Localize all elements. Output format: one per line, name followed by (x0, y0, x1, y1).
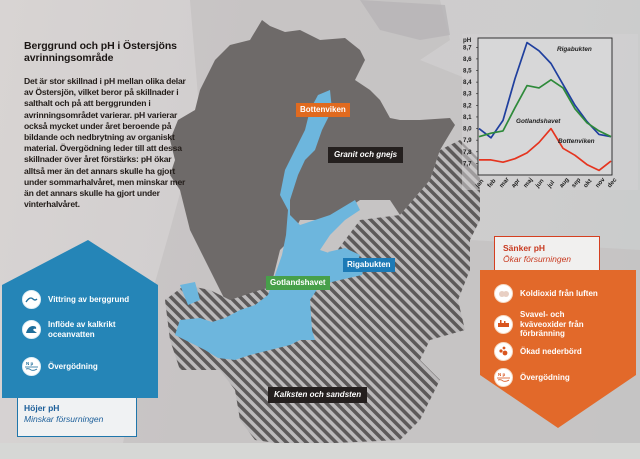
map-label-gotlandshavet: Gotlandshavet (266, 276, 330, 290)
y-tick-label: 7,7 (463, 160, 472, 167)
series-label-gotlandshavet: Gotlandshavet (516, 118, 561, 125)
y-tick-label: 8,4 (463, 79, 472, 86)
svg-text:N p: N p (498, 372, 506, 377)
factory-emissions-icon (494, 314, 513, 334)
lowers-ph-title: Sänker pH (503, 243, 546, 253)
raises-ph-title: Höjer pH (24, 403, 60, 413)
page-title: Berggrund och pH i Östersjöns avrinnings… (24, 40, 177, 64)
ocean-wave-icon (22, 320, 41, 339)
lowers-item-precipitation: Ökad nederbörd (494, 342, 582, 361)
y-tick-label: 8,3 (463, 91, 472, 98)
x-tick-label: apr (510, 177, 522, 189)
raises-item-eutrophication: N p Övergödning (22, 357, 98, 376)
map-label-bottenviken: Bottenviken (296, 103, 350, 117)
page-bottom-margin (0, 443, 640, 459)
series-label-rigabukten: Rigabukten (557, 46, 592, 53)
lowers-item-co2: Koldioxid från luften (494, 284, 598, 303)
y-tick-label: 7,8 (463, 149, 472, 156)
y-axis-label: pH (463, 37, 472, 44)
lowers-ph-panel-shape (480, 270, 636, 428)
chart-plot-area (477, 37, 613, 176)
weathering-icon (22, 290, 41, 309)
x-tick-label: feb (486, 178, 497, 190)
series-label-bottenviken: Bottenviken (558, 138, 595, 145)
chart-series (478, 41, 612, 172)
map-label-rigabukten: Rigabukten (343, 258, 395, 272)
raises-ph-panel-shape (2, 240, 158, 398)
map-label-limestone: Kalksten och sandsten (268, 387, 368, 403)
series-line-bottenviken (479, 127, 612, 172)
lowers-ph-caption: Sänker pH Ökar försurningen (494, 236, 600, 272)
nutrient-np-icon: N p (22, 357, 41, 376)
lowers-item-sulfur-nitrogen: Svavel- och kväveoxider från förbränning (494, 310, 612, 339)
co2-cloud-icon (494, 284, 513, 303)
rain-drops-icon (494, 342, 513, 361)
nutrient-np-icon: N p (494, 368, 513, 387)
y-tick-label: 8,0 (463, 126, 472, 133)
y-tick-label: 8,7 (463, 44, 472, 51)
series-line-gotlandshavet (478, 78, 612, 138)
x-tick-label: okt (582, 178, 593, 190)
svg-text:N p: N p (26, 361, 34, 366)
raises-item-ocean-inflow: Inflöde av kalkrikt oceanvatten (22, 320, 138, 339)
raises-ph-subtitle: Minskar försurningen (24, 414, 104, 424)
lowers-item-eutrophication: N p Övergödning (494, 368, 570, 387)
body-text: Det är stor skillnad i pH mellan olika d… (24, 76, 186, 210)
y-axis: pH8,7 8,6 8,5 8,4 8,3 8,2 8,1 8,0 7,9 7,8 7,7 (463, 37, 478, 167)
x-tick-label: jan (474, 178, 486, 190)
y-tick-label: 8,1 (463, 114, 472, 121)
ph-line-chart: pH8,7 8,6 8,5 8,4 8,3 8,2 8,1 8,0 7,9 7,8 7,7 jan f… (462, 34, 638, 190)
y-tick-label: 8,2 (463, 102, 472, 109)
y-tick-label: 8,6 (463, 56, 472, 63)
lowers-ph-subtitle: Ökar försurningen (503, 254, 572, 264)
map-label-granite: Granit och gnejs (328, 147, 404, 163)
raises-item-weathering: Vittring av berggrund (22, 290, 129, 309)
y-tick-label: 8,5 (463, 68, 472, 75)
y-tick-label: 7,9 (463, 137, 472, 144)
x-tick-label: jul (546, 179, 557, 190)
raises-ph-caption: Höjer pH Minskar försurningen (17, 398, 137, 437)
intro-block: Berggrund och pH i Östersjöns avrinnings… (24, 40, 194, 210)
